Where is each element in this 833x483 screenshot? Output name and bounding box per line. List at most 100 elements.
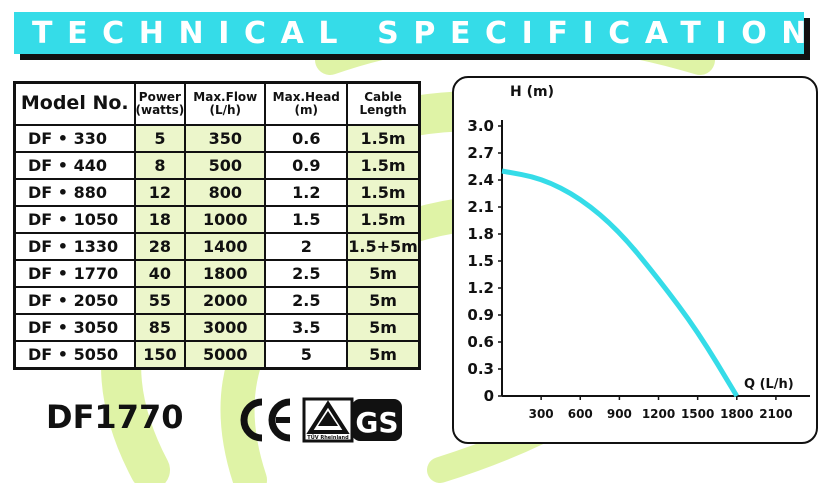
y-tick-label: 1.8: [467, 225, 494, 243]
y-tick-label: 0.6: [467, 333, 494, 351]
cell-power: 55: [133, 286, 187, 315]
header-cable-line2: Length: [359, 103, 407, 117]
cell-flow: 3000: [184, 313, 267, 342]
cell-head: 5: [264, 340, 349, 370]
cell-model: DF • 3050: [13, 313, 136, 342]
x-tick-label: 1800: [720, 407, 753, 421]
cell-head: 0.6: [264, 124, 349, 153]
pump-curve-chart: H (m) Q (L/h) 3.0 2.7 2.4 2.1 1.8 1.5 1.2 0.9 0.…: [467, 84, 810, 421]
y-tick-label: 2.1: [467, 198, 494, 216]
gs-mark-icon: GS: [352, 399, 402, 441]
x-tick-label: 600: [568, 407, 593, 421]
cell-flow: 350: [184, 124, 267, 153]
cell-model: DF • 2050: [13, 286, 136, 315]
chart-xlabel: Q (L/h): [744, 377, 794, 392]
cell-cable: 1.5m: [346, 151, 421, 180]
table-row: DF • 5050 150 5000 5 5m: [13, 340, 421, 370]
cell-power: 85: [133, 313, 187, 342]
cell-flow: 5000: [184, 340, 267, 370]
table-header-row: Model No. Power (watts) Max.Flow (L/h) Max…: [13, 81, 421, 126]
y-tick-label: 0.9: [467, 306, 494, 324]
x-tick-label: 2100: [759, 407, 792, 421]
cell-cable: 1.5+5m: [346, 232, 421, 261]
x-tick-label: 1500: [681, 407, 714, 421]
table-row: DF • 330 5 350 0.6 1.5m: [13, 124, 421, 153]
cell-model: DF • 1330: [13, 232, 136, 261]
table-row: DF • 3050 85 3000 3.5 5m: [13, 313, 421, 342]
y-tick-label: 2.4: [467, 171, 494, 189]
cell-model: DF • 880: [13, 178, 136, 207]
cell-head: 2: [264, 232, 349, 261]
certification-marks: TÜV Rheinland GS: [240, 397, 402, 443]
banner-title: TECHNICAL SPECIFICATIONS: [32, 15, 833, 51]
cell-head: 0.9: [264, 151, 349, 180]
cell-head: 2.5: [264, 286, 349, 315]
cell-model: DF • 1770: [13, 259, 136, 288]
x-tick-label: 1200: [642, 407, 675, 421]
header-power-line1: Power: [138, 90, 181, 105]
pump-curve-chart-frame: [452, 76, 818, 444]
chart-axes: [501, 120, 810, 397]
y-tick-label: 1.2: [467, 279, 494, 297]
header-head-line2: (m): [294, 103, 319, 117]
svg-text:TÜV Rheinland: TÜV Rheinland: [307, 434, 349, 441]
table-row: DF • 2050 55 2000 2.5 5m: [13, 286, 421, 315]
header-head: Max.Head (m): [264, 81, 349, 126]
chart-x-ticks: 300 600 900 1200 1500 1800 2100: [529, 396, 793, 421]
cell-power: 5: [133, 124, 187, 153]
header-flow-line2: (L/h): [209, 103, 242, 117]
cell-flow: 2000: [184, 286, 267, 315]
header-power-line2: (watts): [135, 103, 185, 117]
cell-cable: 5m: [346, 259, 421, 288]
cell-power: 8: [133, 151, 187, 180]
table-row: DF • 1330 28 1400 2 1.5+5m: [13, 232, 421, 261]
table-row: DF • 440 8 500 0.9 1.5m: [13, 151, 421, 180]
table-row: DF • 1050 18 1000 1.5 1.5m: [13, 205, 421, 234]
y-tick-label: 1.5: [467, 252, 494, 270]
title-banner: TECHNICAL SPECIFICATIONS: [14, 12, 833, 54]
cell-cable: 1.5m: [346, 205, 421, 234]
cell-cable: 5m: [346, 286, 421, 315]
header-head-line1: Max.Head: [272, 90, 340, 105]
tuv-rheinland-icon: TÜV Rheinland: [302, 397, 354, 443]
table-row: DF • 880 12 800 1.2 1.5m: [13, 178, 421, 207]
cell-flow: 800: [184, 178, 267, 207]
header-flow: Max.Flow (L/h): [184, 81, 267, 126]
cell-model: DF • 5050: [13, 340, 136, 370]
cell-model: DF • 1050: [13, 205, 136, 234]
cell-cable: 1.5m: [346, 178, 421, 207]
x-tick-label: 300: [529, 407, 554, 421]
cell-power: 40: [133, 259, 187, 288]
y-tick-label: 0.3: [467, 360, 494, 378]
cell-model: DF • 330: [13, 124, 136, 153]
cell-flow: 500: [184, 151, 267, 180]
y-tick-label: 3.0: [467, 117, 494, 135]
cell-cable: 1.5m: [346, 124, 421, 153]
chart-ylabel: H (m): [510, 84, 554, 100]
cell-head: 1.2: [264, 178, 349, 207]
header-model-label: Model No.: [20, 92, 129, 115]
cell-power: 150: [133, 340, 187, 370]
cell-power: 28: [133, 232, 187, 261]
chart-y-ticks: 3.0 2.7 2.4 2.1 1.8 1.5 1.2 0.9 0.6 0.3 0: [467, 117, 502, 405]
cell-head: 1.5: [264, 205, 349, 234]
cell-cable: 5m: [346, 340, 421, 370]
y-tick-label: 0: [484, 387, 494, 405]
header-cable: Cable Length: [346, 81, 421, 126]
table-row: DF • 1770 40 1800 2.5 5m: [13, 259, 421, 288]
cell-model: DF • 440: [13, 151, 136, 180]
ce-mark-icon: [240, 398, 291, 442]
header-power: Power (watts): [133, 81, 187, 126]
x-tick-label: 900: [607, 407, 632, 421]
header-flow-line1: Max.Flow: [193, 90, 258, 105]
cell-cable: 5m: [346, 313, 421, 342]
header-model: Model No.: [13, 81, 136, 126]
cell-flow: 1400: [184, 232, 267, 261]
product-model-name: DF1770: [46, 398, 184, 436]
y-tick-label: 2.7: [467, 144, 494, 162]
cell-power: 12: [133, 178, 187, 207]
cell-flow: 1800: [184, 259, 267, 288]
header-cable-line1: Cable: [364, 90, 402, 105]
specifications-table: Model No. Power (watts) Max.Flow (L/h) Max…: [13, 81, 421, 370]
pump-curve-line: [501, 168, 739, 398]
